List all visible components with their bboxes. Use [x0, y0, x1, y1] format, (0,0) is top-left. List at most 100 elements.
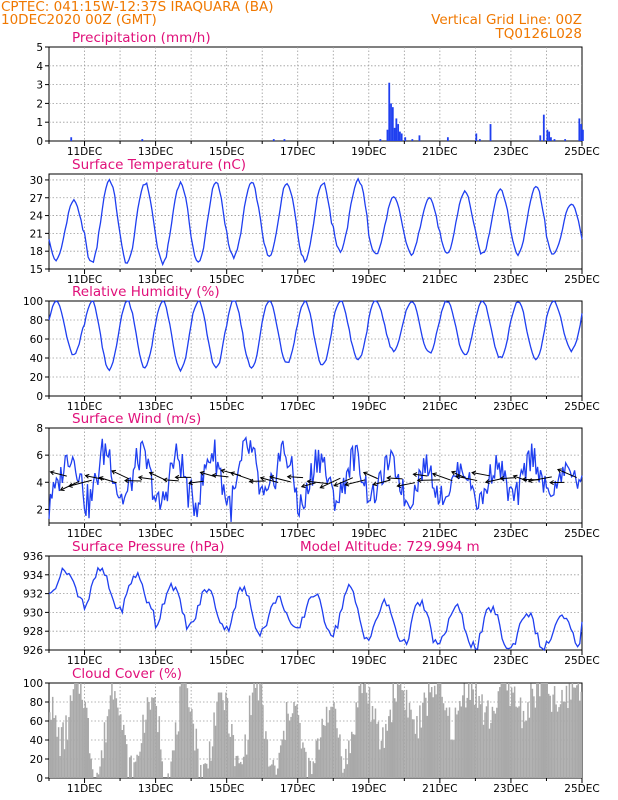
cloud-bar	[71, 700, 73, 778]
x-tick-label: 17DEC	[280, 274, 315, 286]
cloud-bar	[271, 764, 273, 778]
wind-vector-head	[396, 483, 402, 488]
cloud-bar	[83, 708, 85, 778]
precip-bar	[397, 124, 400, 141]
cloud-bar	[404, 709, 406, 778]
series-line-wind	[48, 436, 583, 522]
precip-bar	[400, 133, 403, 141]
cloud-bar	[65, 715, 67, 778]
cloud-bar	[276, 768, 279, 778]
cloud-bar	[410, 709, 412, 778]
cloud-bar	[565, 685, 568, 778]
cloud-bar	[314, 763, 316, 778]
y-tick-label: 18	[30, 246, 43, 258]
x-tick-label: 25DEC	[564, 401, 599, 413]
cloud-bar	[322, 724, 325, 778]
panel-title-rh: Relative Humidity (%)	[72, 284, 220, 300]
cloud-bar	[194, 750, 196, 778]
cloud-bar	[393, 698, 396, 778]
cloud-bar	[259, 683, 261, 778]
panel-precip: 0 1 2 3 4 5 11DEC 13DEC 15DEC 17DEC 19DEC 21DEC 23DE…	[36, 30, 599, 158]
cloud-bar	[413, 719, 415, 778]
cloud-bar	[91, 769, 94, 778]
y-tick-label: 4	[36, 61, 43, 73]
cloud-bar	[188, 707, 190, 778]
cloud-bar	[494, 713, 497, 778]
wind-vector	[455, 475, 478, 482]
precip-bar	[475, 133, 478, 141]
cloud-bar	[186, 688, 189, 778]
x-tick-label: 15DEC	[209, 783, 244, 795]
cloud-bar	[294, 705, 297, 778]
x-tick-label: 15DEC	[209, 274, 244, 286]
cloud-bar	[189, 711, 192, 778]
precip-bar	[446, 137, 449, 141]
cloud-bar	[368, 687, 371, 778]
cloud-bar	[479, 704, 482, 778]
cloud-bar	[248, 695, 251, 778]
wind-vector-head	[333, 482, 339, 487]
cloud-bar	[433, 685, 436, 778]
cloud-bar	[105, 742, 107, 778]
cloud-bar	[97, 774, 100, 778]
x-tick-label: 15DEC	[209, 528, 244, 540]
cloud-bar	[237, 755, 239, 778]
cloud-bar	[362, 683, 365, 778]
cloud-bar	[401, 690, 403, 778]
x-tick-label: 19DEC	[351, 401, 386, 413]
cloud-bar	[319, 737, 322, 778]
cloud-bar	[539, 696, 541, 778]
y-tick-label: 2	[36, 98, 43, 110]
cloud-bar	[482, 724, 485, 778]
wind-vector	[528, 476, 552, 482]
precip-bar	[283, 139, 286, 141]
precip-bar	[553, 139, 556, 141]
cloud-bar	[256, 683, 258, 778]
cloud-bar	[59, 756, 61, 778]
x-tick-label: 15DEC	[209, 146, 244, 158]
wind-vector-head	[124, 478, 129, 484]
wind-vector-head	[319, 484, 325, 489]
cloud-bar	[180, 683, 183, 778]
x-tick-label: 11DEC	[67, 783, 102, 795]
x-tick-label: 13DEC	[138, 528, 173, 540]
wind-vector	[387, 477, 403, 480]
wind-vector-head	[174, 474, 180, 480]
panel-cloud: 0 20 40 60 80 100 11DEC 13DEC 15DEC 17DEC 19DEC 21D…	[23, 666, 600, 795]
cloud-bar	[405, 689, 408, 778]
cloud-bar	[278, 752, 280, 778]
cloud-bar	[367, 703, 369, 778]
cloud-bar	[72, 689, 75, 778]
wind-vector	[99, 477, 117, 484]
wind-vector	[373, 479, 391, 486]
cloud-bar	[476, 707, 479, 778]
header-model: TQ0126L028	[494, 26, 582, 42]
cloud-bar	[125, 744, 128, 778]
cloud-bar	[573, 687, 575, 778]
cloud-bar	[118, 715, 121, 778]
cloud-bar	[513, 686, 516, 778]
cloud-bar	[232, 735, 235, 778]
cloud-bar	[308, 757, 310, 778]
cloud-bar	[441, 696, 443, 778]
cloud-bar	[571, 683, 574, 778]
cloud-bar	[470, 683, 473, 778]
wind-vector	[163, 479, 179, 482]
precip-bar	[399, 131, 401, 141]
cloud-bar	[69, 695, 72, 778]
y-tick-label: 2	[36, 504, 43, 516]
cloud-bar	[265, 731, 267, 778]
cloud-bar	[228, 733, 230, 778]
cloud-bar	[51, 696, 54, 778]
cloud-bar	[216, 701, 218, 778]
x-tick-label: 13DEC	[138, 146, 173, 158]
precip-bar	[272, 139, 275, 141]
cloud-bar	[146, 697, 149, 778]
cloud-bar	[177, 731, 180, 778]
header-station: CPTEC: 041:15W-12:37S IRAQUARA (BA)	[1, 0, 274, 15]
cloud-bar	[558, 707, 560, 778]
cloud-bar	[154, 697, 156, 778]
wind-vector	[301, 482, 316, 488]
cloud-bar	[577, 683, 580, 778]
cloud-bar	[229, 736, 232, 778]
